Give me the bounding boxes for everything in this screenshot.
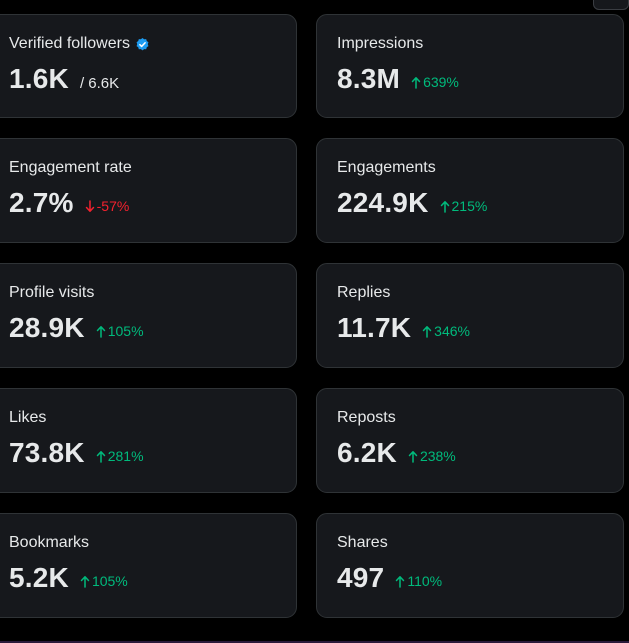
metric-card-engagement-rate[interactable]: Engagement rate 2.7% -57% <box>0 138 297 243</box>
metric-value: 73.8K <box>9 437 85 468</box>
metric-card-replies[interactable]: Replies 11.7K 346% <box>316 263 624 368</box>
metric-value: 28.9K <box>9 312 85 343</box>
metric-label: Engagements <box>337 159 436 176</box>
metric-label: Impressions <box>337 35 424 52</box>
metric-change-value: 639% <box>423 73 459 90</box>
metric-change: 215% <box>440 197 488 214</box>
metric-change: 281% <box>96 448 144 464</box>
metric-card-verified-followers[interactable]: Verified followers 1.6K / 6.6K <box>0 14 297 118</box>
metric-change: 346% <box>422 323 470 339</box>
metric-change: 110% <box>395 573 442 589</box>
metric-change-value: 105% <box>107 322 144 339</box>
metric-change-value: 110% <box>407 572 443 589</box>
metric-change-value: 105% <box>91 572 128 589</box>
metric-value: 11.7K <box>337 312 412 343</box>
arrow-up-icon <box>96 451 105 463</box>
metric-change-value: -57% <box>96 197 130 214</box>
metric-value: 5.2K <box>9 562 69 593</box>
arrow-up-icon <box>408 451 418 463</box>
metric-total: / 6.6K <box>79 75 120 92</box>
arrow-up-icon <box>396 576 405 588</box>
metric-label: Verified followers <box>9 35 130 52</box>
metric-change-value: 238% <box>419 447 456 464</box>
arrow-up-icon <box>411 77 421 89</box>
metric-change: 639% <box>411 74 459 90</box>
metric-value: 6.2K <box>337 437 397 468</box>
metric-value: 497 <box>337 562 385 593</box>
metric-value: 2.7% <box>9 187 74 218</box>
metric-change-value: 281% <box>107 447 144 464</box>
metric-change-value: 346% <box>434 322 470 339</box>
metric-card-bookmarks[interactable]: Bookmarks 5.2K 105% <box>0 513 297 618</box>
arrow-up-icon <box>422 326 432 338</box>
metric-label: Replies <box>337 284 391 301</box>
metric-card-engagements[interactable]: Engagements 224.9K 215% <box>316 138 624 243</box>
metric-label: Reposts <box>337 409 396 426</box>
metric-change-value: 215% <box>451 197 488 214</box>
arrow-up-icon <box>80 576 90 588</box>
scroll-tab[interactable] <box>593 0 629 10</box>
metric-label: Likes <box>9 409 47 426</box>
arrow-up-icon <box>440 201 449 213</box>
metric-change: -57% <box>85 197 130 214</box>
metric-label: Engagement rate <box>9 159 132 176</box>
arrow-up-icon <box>96 326 105 338</box>
metric-value: 224.9K <box>337 187 429 218</box>
metric-label: Shares <box>337 534 388 551</box>
metric-card-impressions[interactable]: Impressions 8.3M 639% <box>316 14 624 118</box>
bottom-divider <box>0 641 629 643</box>
metric-change: 105% <box>80 573 128 589</box>
metric-change: 105% <box>96 323 144 339</box>
metric-card-shares[interactable]: Shares 497 110% <box>316 513 624 618</box>
metric-card-profile-visits[interactable]: Profile visits 28.9K 105% <box>0 263 297 368</box>
metric-value: 8.3M <box>337 63 401 94</box>
arrow-down-icon <box>85 200 94 212</box>
metric-value: 1.6K <box>9 63 69 94</box>
metric-card-likes[interactable]: Likes 73.8K 281% <box>0 388 297 493</box>
verified-badge-icon <box>136 37 149 50</box>
metric-label: Bookmarks <box>9 534 90 551</box>
metrics-grid: Verified followers 1.6K / 6.6K Impressio… <box>0 14 624 618</box>
metric-card-reposts[interactable]: Reposts 6.2K 238% <box>316 388 624 493</box>
metric-change: 238% <box>408 448 456 464</box>
metric-label: Profile visits <box>9 284 95 301</box>
